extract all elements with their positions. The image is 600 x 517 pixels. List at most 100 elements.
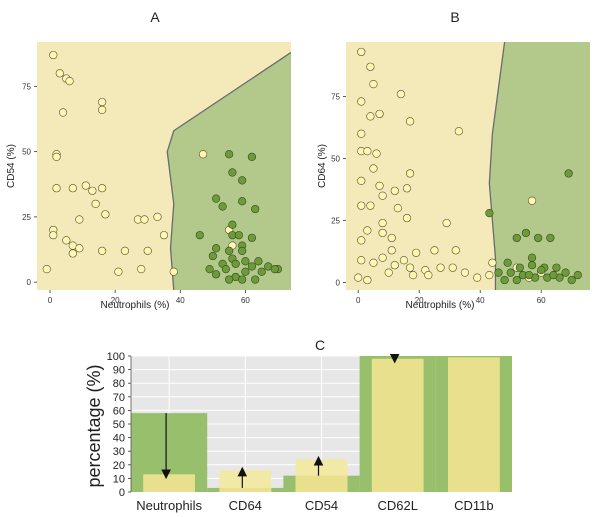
- panel-a-yellow-point: [98, 246, 107, 255]
- panel-a-y-tick-label: 25: [22, 213, 31, 222]
- panel-a-yellow-point: [143, 246, 152, 255]
- panel-b-green-point: [549, 271, 558, 280]
- panel-b-yellow-point: [366, 112, 375, 121]
- panel-b-y-tick-label: 25: [331, 217, 340, 226]
- panel-a-yellow-point: [114, 267, 123, 276]
- panel-a-yellow-point: [98, 184, 107, 193]
- bar-y-tick-label: 20: [113, 460, 125, 472]
- panel-a-green-point: [254, 257, 263, 266]
- panel-a-yellow-point: [198, 150, 208, 159]
- panel-a-y-tick-label: 50: [22, 148, 31, 157]
- panel-b-yellow-point: [384, 268, 393, 277]
- panel-b-green-point: [552, 263, 561, 272]
- panel-b-y-tick-label: 0: [336, 279, 341, 288]
- bar-y-tick-label: 80: [113, 378, 125, 390]
- panel-b-green-point: [512, 275, 521, 285]
- panel-b-yellow-point: [369, 258, 378, 267]
- bar-yellow: [371, 358, 424, 492]
- panel-a-green-point: [212, 244, 221, 253]
- panel-b-yellow-point: [405, 263, 415, 272]
- panel-b-green-point: [537, 266, 546, 275]
- panel-a-y-tick-label: 75: [22, 82, 31, 91]
- panel-b-yellow-point: [357, 47, 366, 57]
- panel-a-green-point: [228, 220, 237, 229]
- panel-a-yellow-point: [91, 199, 100, 208]
- bar-y-tick-label: 70: [113, 392, 125, 404]
- panel-b-yellow-point: [378, 218, 387, 228]
- panel-b-green-point: [494, 268, 503, 277]
- panel-a-yellow-point: [42, 265, 51, 274]
- panel-a-green-region: [167, 42, 291, 290]
- panel-c-title: C: [315, 337, 325, 353]
- panel-a-green-point: [225, 150, 234, 159]
- panel-a-green-point: [247, 262, 257, 271]
- bar-y-tick-label: 50: [113, 419, 125, 431]
- panel-b-yellow-point: [363, 147, 372, 156]
- panel-a-yellow-point: [68, 184, 77, 193]
- panel-b-x-tick-label: 40: [476, 296, 485, 305]
- panel-a-green-point: [241, 257, 250, 266]
- panel-a-yellow-point: [49, 231, 58, 240]
- panel-b-yellow-point: [354, 273, 363, 282]
- panel-b-yellow-point: [442, 218, 451, 228]
- panel-b-title: B: [450, 9, 459, 25]
- panel-b-yellow-point: [363, 226, 372, 235]
- bar-yellow-shift: [219, 470, 272, 492]
- panel-b-green-point: [567, 275, 576, 285]
- panel-b-yellow-point: [527, 196, 537, 205]
- panel-b-yellow-point: [357, 256, 366, 265]
- panel-b-yellow-point: [448, 263, 457, 272]
- panel-b-yellow-point: [451, 246, 460, 255]
- panel-b-yellow-point: [375, 181, 384, 190]
- panel-b-yellow-point: [405, 169, 415, 178]
- bar-y-tick-label: 60: [113, 405, 125, 417]
- panel-a-yellow-point: [81, 181, 90, 190]
- panel-b-yellow-point: [369, 80, 378, 89]
- panel-b-green-point: [527, 253, 537, 262]
- panel-a-yellow-point: [137, 265, 146, 274]
- bar-y-tick-label: 30: [113, 446, 125, 458]
- panel-b-green-point: [521, 228, 531, 238]
- scatter-panel-b: B Neutrophils (%) CD64 (%) 0 20 40 60 0 25 50 7…: [317, 9, 590, 311]
- panel-a-green-point: [238, 176, 247, 185]
- panel-b-yellow-point: [424, 271, 433, 280]
- panel-b-yellow-point: [430, 246, 439, 255]
- panel-b-yellow-point: [378, 191, 387, 200]
- panel-b-green-point: [561, 268, 570, 277]
- panel-b-yellow-point: [375, 109, 384, 119]
- panel-b-yellow-point: [402, 213, 412, 223]
- panel-b-green-point: [564, 169, 573, 178]
- panel-b-yellow-point: [357, 176, 366, 185]
- bar-y-tick-label: 10: [113, 473, 125, 485]
- panel-a-y-tick-label: 0: [27, 278, 32, 287]
- panel-a-yellow-point: [120, 246, 130, 255]
- panel-a-x-tick-label: 20: [111, 296, 120, 305]
- panel-a-title: A: [150, 9, 160, 25]
- panel-b-x-tick-label: 0: [356, 296, 361, 305]
- panel-a-yellow-point: [55, 69, 64, 78]
- panel-a-yellow-point: [62, 236, 71, 245]
- panel-a-green-point: [257, 267, 266, 276]
- panel-b-yellow-point: [357, 129, 366, 138]
- panel-a-yellow-point: [65, 77, 74, 86]
- panel-a-x-tick-label: 40: [176, 296, 185, 305]
- panel-a-green-point: [212, 194, 221, 203]
- panel-a-green-point: [225, 246, 234, 255]
- panel-a-yellow-point: [52, 184, 61, 193]
- panel-a-green-point: [195, 231, 204, 240]
- panel-b-y-tick-label: 50: [331, 155, 340, 164]
- panel-a-yellow-point: [75, 244, 84, 253]
- panel-a-x-tick-label: 60: [241, 296, 250, 305]
- bar-category-label: CD62L: [377, 498, 417, 513]
- panel-b-green-point: [534, 233, 543, 243]
- panel-a-green-point: [238, 197, 247, 206]
- panel-a-green-point: [231, 259, 240, 268]
- panel-a-x-tick-label: 0: [48, 296, 53, 305]
- panel-a-yellow-point: [98, 105, 107, 114]
- bar-yellow: [295, 475, 348, 492]
- bar-y-tick-label: 100: [107, 351, 125, 363]
- panel-a-green-point: [228, 168, 237, 177]
- panel-b-yellow-point: [366, 201, 375, 210]
- panel-a-decision-boundary: [166, 51, 291, 290]
